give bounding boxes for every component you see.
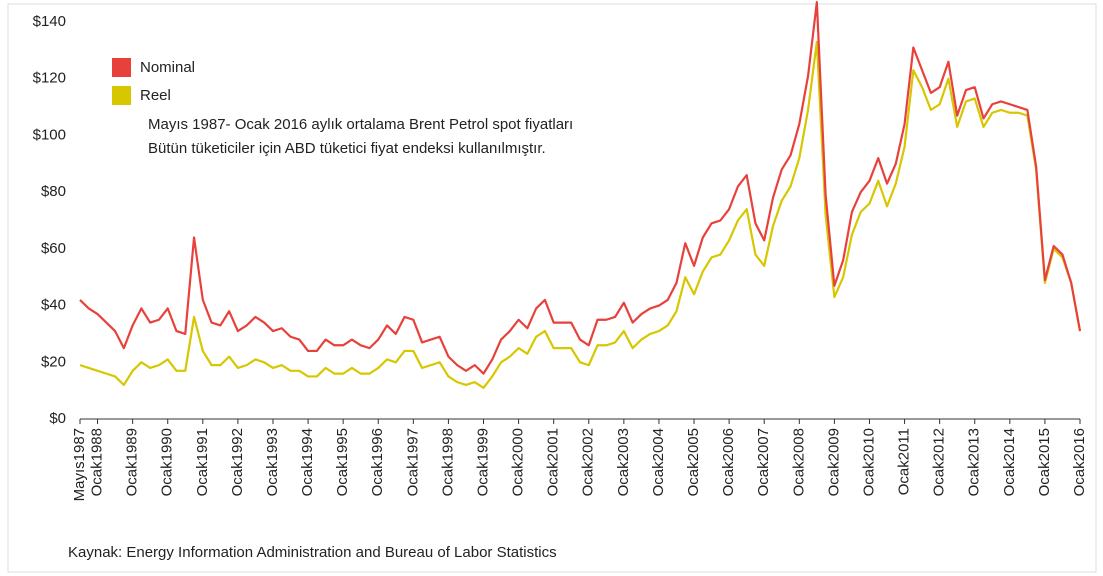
x-tick-label: Ocak1991 — [194, 428, 211, 496]
x-tick-label: Ocak1993 — [264, 428, 281, 496]
x-tick-label: Ocak2011 — [896, 428, 913, 495]
x-tick-label: Ocak2000 — [510, 428, 527, 496]
x-tick-label: Ocak2001 — [545, 428, 562, 496]
x-tick-label: Ocak2015 — [1036, 428, 1053, 496]
x-tick-label: Ocak1995 — [334, 428, 351, 496]
y-tick-label: $140 — [33, 13, 66, 30]
line-series — [79, 40, 1082, 389]
x-tick-label: Ocak1998 — [439, 428, 456, 496]
y-tick-label: $120 — [33, 70, 66, 87]
x-tick-label: Ocak2007 — [755, 428, 772, 496]
y-tick-label: $20 — [41, 353, 66, 370]
x-tick-label: Ocak2004 — [650, 428, 667, 496]
x-tick-label: Ocak1999 — [474, 428, 491, 496]
x-tick-label: Ocak2016 — [1071, 428, 1088, 496]
x-tick-label: Ocak2005 — [685, 428, 702, 496]
line-series — [79, 1, 1082, 375]
x-tick-label: Ocak2003 — [615, 428, 632, 496]
x-tick-label: Ocak1994 — [299, 428, 316, 496]
y-tick-label: $60 — [41, 240, 66, 257]
x-tick-label: Ocak2002 — [580, 428, 597, 496]
x-tick-label: Ocak1989 — [124, 428, 141, 496]
x-tick-label: Ocak1996 — [369, 428, 386, 496]
legend-label: Nominal — [140, 59, 195, 76]
legend-label: Reel — [140, 87, 171, 104]
y-tick-label: $0 — [49, 410, 66, 427]
legend-swatch — [112, 86, 131, 105]
x-tick-label: Ocak1988 — [89, 428, 106, 496]
x-tick-label: Ocak2009 — [825, 428, 842, 496]
x-tick-label: Ocak2010 — [860, 428, 877, 496]
y-tick-label: $80 — [41, 183, 66, 200]
x-tick-label: Ocak1990 — [159, 428, 176, 496]
x-tick-label: Ocak2006 — [720, 428, 737, 496]
annotation: Bütün tüketiciler için ABD tüketici fiya… — [148, 140, 546, 157]
x-tick-label: Ocak2014 — [1001, 428, 1018, 496]
x-tick-label: Ocak2013 — [966, 428, 983, 496]
x-tick-label: Mayıs1987 — [71, 428, 88, 501]
y-tick-label: $100 — [33, 126, 66, 143]
legend-swatch — [112, 58, 131, 77]
x-tick-label: Ocak2008 — [790, 428, 807, 496]
x-tick-label: Ocak1997 — [404, 428, 421, 496]
source: Kaynak: Energy Information Administratio… — [68, 544, 557, 561]
x-tick-label: Ocak1992 — [229, 428, 246, 496]
y-tick-label: $40 — [41, 297, 66, 314]
annotation: Mayıs 1987- Ocak 2016 aylık ortalama Bre… — [148, 116, 573, 133]
frame — [7, 3, 1097, 573]
x-tick-label: Ocak2012 — [931, 428, 948, 496]
